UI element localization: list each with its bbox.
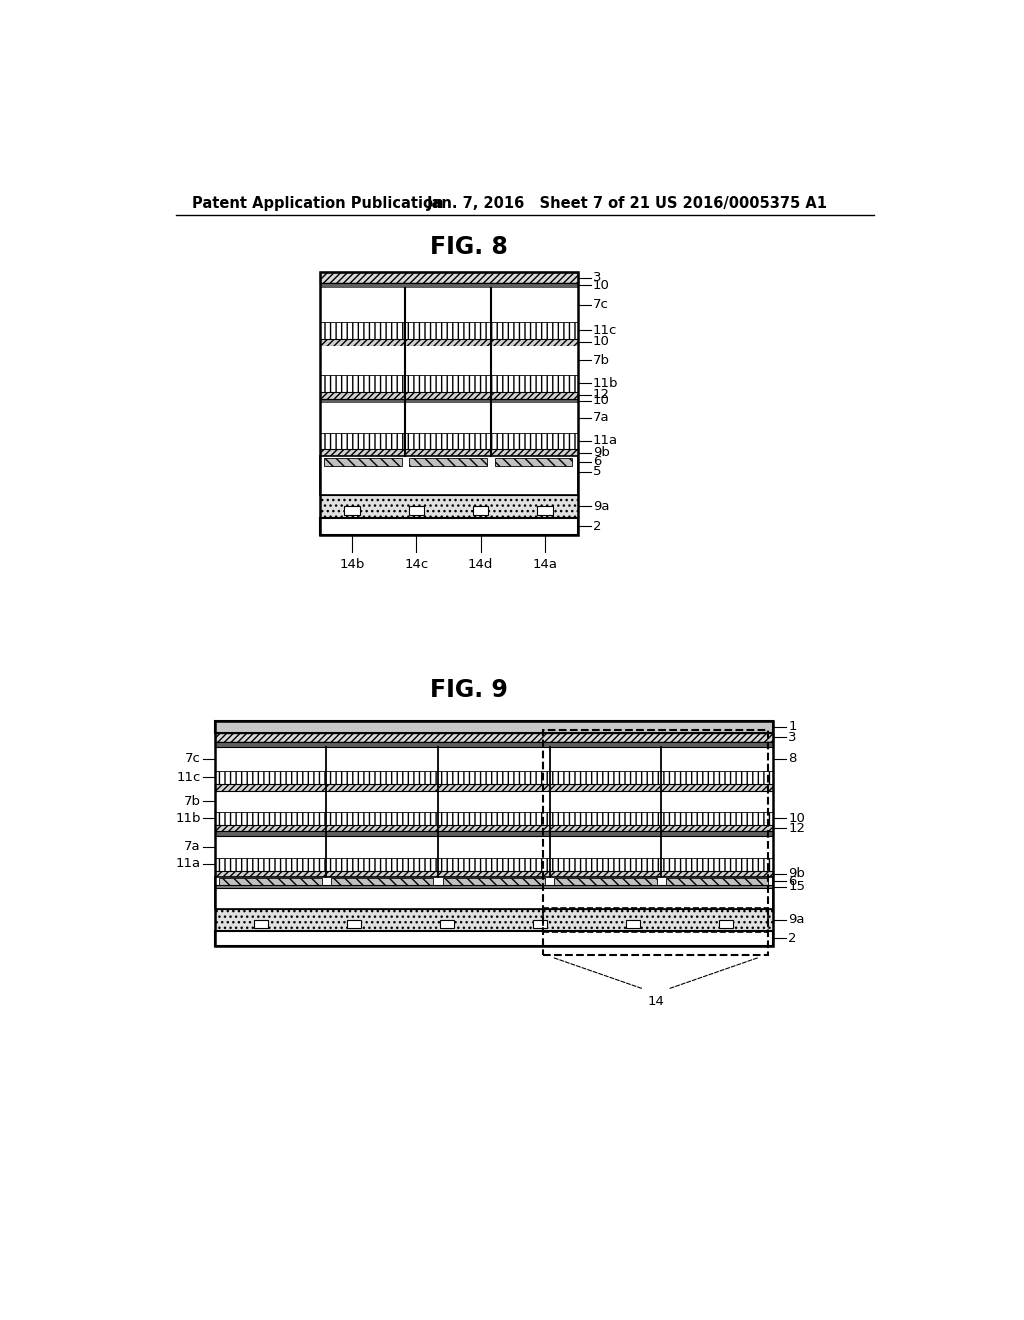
Text: 1: 1 bbox=[788, 721, 797, 733]
Text: 10: 10 bbox=[593, 335, 610, 348]
Bar bbox=[321, 272, 578, 284]
Text: 7c: 7c bbox=[593, 298, 609, 312]
Text: Jan. 7, 2016   Sheet 7 of 21: Jan. 7, 2016 Sheet 7 of 21 bbox=[426, 195, 650, 211]
Bar bbox=[410, 458, 486, 466]
Bar bbox=[321, 322, 578, 339]
Text: 5: 5 bbox=[593, 465, 601, 478]
Text: 9a: 9a bbox=[788, 913, 805, 927]
Text: 10: 10 bbox=[593, 395, 610, 408]
Bar bbox=[544, 730, 768, 956]
Bar bbox=[215, 931, 773, 946]
Bar bbox=[215, 876, 773, 909]
Bar bbox=[347, 920, 361, 928]
Text: 9a: 9a bbox=[593, 500, 609, 513]
Bar bbox=[321, 399, 578, 404]
Text: US 2016/0005375 A1: US 2016/0005375 A1 bbox=[655, 195, 827, 211]
Bar bbox=[627, 920, 640, 928]
Bar bbox=[321, 457, 578, 495]
Text: 6: 6 bbox=[593, 455, 601, 469]
Bar bbox=[321, 375, 578, 392]
Bar bbox=[215, 871, 773, 876]
Text: 8: 8 bbox=[788, 752, 797, 766]
Text: 11a: 11a bbox=[176, 857, 201, 870]
Text: 3: 3 bbox=[788, 731, 797, 744]
Text: 9b: 9b bbox=[788, 867, 805, 880]
Bar bbox=[215, 742, 773, 747]
Bar bbox=[321, 517, 578, 535]
Text: 7a: 7a bbox=[593, 412, 609, 425]
Text: 2: 2 bbox=[788, 932, 797, 945]
Text: 2: 2 bbox=[593, 520, 601, 533]
Text: 11c: 11c bbox=[593, 323, 617, 337]
Bar bbox=[321, 495, 578, 517]
Text: 7b: 7b bbox=[184, 795, 201, 808]
Bar bbox=[215, 721, 773, 733]
Bar bbox=[321, 272, 578, 535]
Text: 15: 15 bbox=[788, 880, 805, 894]
Bar bbox=[495, 458, 572, 466]
Bar bbox=[215, 733, 773, 742]
Bar bbox=[534, 920, 547, 928]
Bar bbox=[321, 288, 578, 322]
Bar bbox=[344, 506, 359, 515]
Bar bbox=[215, 812, 773, 825]
Bar bbox=[219, 878, 322, 886]
Bar bbox=[215, 784, 773, 791]
Bar bbox=[440, 920, 455, 928]
Text: FIG. 9: FIG. 9 bbox=[430, 677, 508, 702]
Text: 7a: 7a bbox=[184, 841, 201, 853]
Bar bbox=[666, 878, 768, 886]
Bar bbox=[554, 878, 656, 886]
Bar bbox=[215, 858, 773, 871]
Text: 12: 12 bbox=[593, 388, 610, 401]
Text: 14a: 14a bbox=[532, 558, 557, 572]
Bar bbox=[321, 346, 578, 375]
Bar bbox=[254, 920, 268, 928]
Text: 11c: 11c bbox=[176, 771, 201, 784]
Text: 12: 12 bbox=[788, 822, 805, 834]
Text: 7c: 7c bbox=[185, 752, 201, 766]
Bar bbox=[215, 832, 773, 836]
Bar bbox=[409, 506, 424, 515]
Bar bbox=[719, 920, 733, 928]
Text: 11b: 11b bbox=[175, 812, 201, 825]
Text: 11b: 11b bbox=[593, 376, 618, 389]
Text: 6: 6 bbox=[788, 875, 797, 888]
Bar bbox=[331, 878, 433, 886]
Bar bbox=[538, 506, 553, 515]
Text: 11a: 11a bbox=[593, 434, 618, 447]
Bar bbox=[215, 909, 773, 931]
Bar bbox=[321, 392, 578, 399]
Bar bbox=[321, 433, 578, 449]
Bar bbox=[321, 450, 578, 457]
Bar bbox=[215, 825, 773, 832]
Text: 14b: 14b bbox=[339, 558, 365, 572]
Text: Patent Application Publication: Patent Application Publication bbox=[191, 195, 443, 211]
Text: 10: 10 bbox=[593, 279, 610, 292]
Bar bbox=[215, 771, 773, 784]
Bar bbox=[321, 284, 578, 288]
Bar bbox=[215, 721, 773, 946]
Text: 3: 3 bbox=[593, 271, 601, 284]
Bar bbox=[544, 908, 768, 932]
Bar bbox=[321, 339, 578, 346]
Text: 9b: 9b bbox=[593, 446, 610, 459]
Text: 14: 14 bbox=[647, 995, 665, 1008]
Text: FIG. 8: FIG. 8 bbox=[430, 235, 508, 259]
Text: 14c: 14c bbox=[404, 558, 428, 572]
Bar bbox=[442, 878, 545, 886]
Text: 7b: 7b bbox=[593, 354, 610, 367]
Text: 14d: 14d bbox=[468, 558, 494, 572]
Text: 10: 10 bbox=[788, 812, 805, 825]
Bar bbox=[321, 404, 578, 433]
Bar bbox=[324, 458, 401, 466]
Bar bbox=[473, 506, 488, 515]
Bar bbox=[215, 886, 773, 888]
